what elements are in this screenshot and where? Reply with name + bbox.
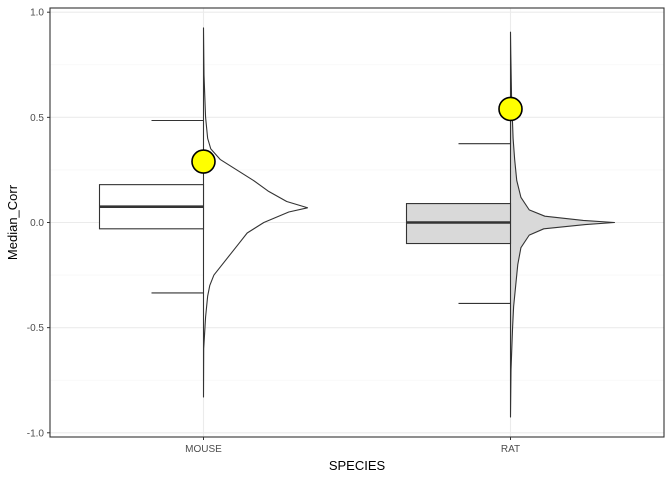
- y-axis: -1.0 -0.5 0.0 0.5 1.0: [27, 8, 50, 439]
- y-tick-label: 0.5: [30, 113, 44, 124]
- x-axis: MOUSE RAT: [185, 437, 520, 455]
- highlight-point-mouse: [191, 149, 216, 174]
- x-tick-label-rat: RAT: [501, 444, 520, 455]
- y-tick-label: -0.5: [27, 323, 45, 334]
- y-axis-title: Median_Corr: [5, 184, 20, 260]
- violin-layer: [202, 27, 616, 418]
- x-axis-title: SPECIES: [329, 458, 386, 473]
- y-tick-label: 0.0: [30, 218, 44, 229]
- highlight-point-layer: [191, 96, 523, 174]
- violin-rat: [509, 31, 616, 418]
- boxplot-layer: [98, 119, 512, 305]
- highlight-point-rat: [498, 96, 523, 122]
- y-tick-label: 1.0: [30, 8, 44, 19]
- x-tick-label-mouse: MOUSE: [185, 444, 222, 455]
- y-tick-label: -1.0: [27, 428, 45, 439]
- violin-mouse: [202, 27, 309, 398]
